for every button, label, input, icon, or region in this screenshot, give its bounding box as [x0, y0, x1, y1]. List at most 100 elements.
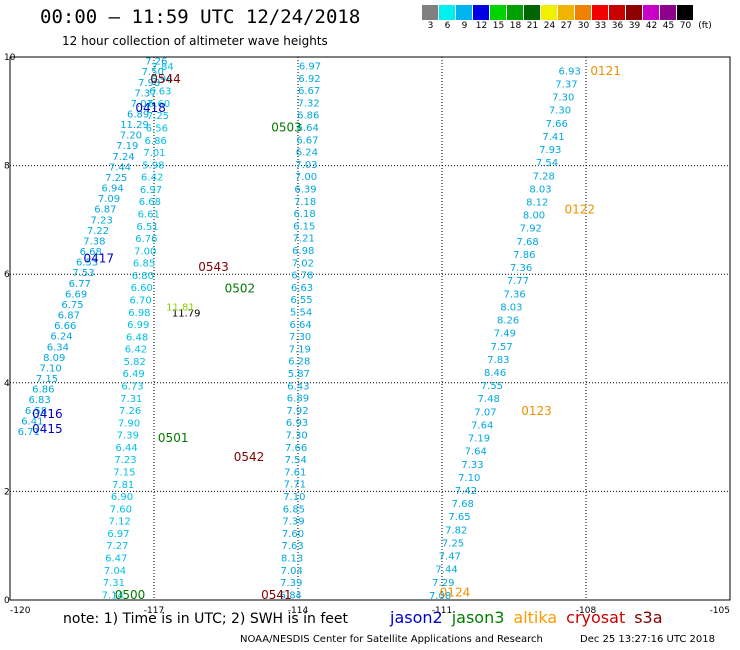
wave-height-value: 6.76 [135, 234, 157, 245]
wave-height-value: 7.37 [134, 88, 156, 99]
wave-height-value: 7.19 [289, 344, 311, 355]
scale-swatch-42 [643, 5, 660, 20]
map-grid [10, 57, 730, 600]
wave-height-value: 6.86 [297, 111, 319, 122]
wave-height-value: 7.04 [281, 566, 303, 577]
wave-height-value: 7.20 [120, 131, 142, 142]
wave-height-value: 6.64 [289, 320, 311, 331]
wave-height-value: 6.58 [25, 406, 47, 417]
wave-height-value: 6.28 [288, 357, 310, 368]
wave-height-value: 7.26 [145, 57, 167, 68]
wave-height-value: 6.24 [296, 148, 318, 159]
wave-height-value: 7.01 [143, 148, 165, 159]
wave-height-value: 7.19 [116, 141, 138, 152]
wave-height-value: 6.92 [298, 74, 320, 85]
wave-height-value: 6.97 [140, 185, 162, 196]
wave-height-value: 6.89 [287, 394, 309, 405]
wave-height-value: 7.36 [503, 289, 525, 300]
wave-height-value: 6.83 [29, 395, 51, 406]
wave-height-value: 7.93 [539, 145, 561, 156]
wave-height-value: 6.18 [294, 209, 316, 220]
wave-height-value: 6.98 [292, 246, 314, 257]
wave-height-value: 6.48 [126, 332, 148, 343]
pass-time-label: 0544 [150, 72, 181, 86]
lon-tick-label: -105 [710, 606, 730, 616]
wave-height-value: 8.03 [529, 184, 551, 195]
wave-height-value: 7.39 [117, 431, 139, 442]
wave-height-value: 7.07 [131, 99, 153, 110]
wave-height-value: 8.00 [523, 211, 545, 222]
pass-time-label: 0124 [440, 586, 471, 600]
lat-tick-label: 0 [4, 596, 10, 606]
wave-height-value: 8.03 [500, 302, 522, 313]
wave-height-value: 7.61 [284, 467, 306, 478]
wave-height-value: 6.64 [297, 123, 319, 134]
wave-height-value: 7.02 [292, 258, 314, 269]
scale-label-39: 39 [628, 21, 641, 31]
wave-height-value: 8.12 [526, 198, 548, 209]
wave-height-value: 8.13 [281, 553, 303, 564]
wave-height-value: 6.99 [127, 320, 149, 331]
wave-height-value: 7.82 [445, 525, 467, 536]
lat-tick-label: 2 [4, 487, 10, 497]
wave-height-value: 7.42 [455, 486, 477, 497]
wave-height-value: 7.86 [513, 250, 535, 261]
wave-height-value: 7.18 [294, 197, 316, 208]
pass-time-label: 0122 [564, 202, 595, 216]
wave-height-value: 7.71 [284, 480, 306, 491]
wave-height-value: 6.63 [149, 87, 171, 98]
wave-height-value: 7.48 [478, 394, 500, 405]
wave-height-value: 7.66 [546, 119, 568, 130]
wave-height-value: 6.90 [111, 492, 133, 503]
color-scale-swatches [422, 5, 716, 20]
color-scale-labels: 3 6 9 12 15 18 21 24 27 30 33 36 39 42 45 70 (ft) [422, 20, 716, 31]
wave-height-value: 7.25 [147, 111, 169, 122]
wave-height-value: 7.92 [286, 406, 308, 417]
wave-height-value: 6.61 [138, 209, 160, 220]
color-scale-legend: 3 6 9 12 15 18 21 24 27 30 33 36 39 42 45 70 (ft) [422, 5, 716, 31]
chart-title: 00:00 – 11:59 UTC 12/24/2018 [40, 6, 361, 28]
scale-label-15: 15 [492, 21, 505, 31]
wave-height-value: 7.64 [471, 420, 493, 431]
scale-swatch-18 [507, 5, 524, 20]
wave-height-value: 7.30 [289, 332, 311, 343]
wave-height-value: 8.26 [497, 316, 519, 327]
pass-time-label: 0503 [271, 120, 302, 134]
wave-height-value: 5.87 [288, 369, 310, 380]
pass-time-label: 0501 [158, 431, 189, 445]
wave-height-value: 7.15 [36, 374, 58, 385]
scale-label-9: 9 [461, 21, 468, 31]
wave-height-value: 6.44 [116, 443, 138, 454]
wave-height-value: 5.54 [290, 307, 312, 318]
wave-height-value: 6.84 [280, 590, 302, 601]
scale-label-42: 42 [645, 21, 658, 31]
wave-height-value: 7.10 [283, 492, 305, 503]
satellite-legend-jason3: jason3 [451, 608, 505, 627]
wave-height-value: 7.09 [98, 194, 120, 205]
pass-time-label: 0542 [234, 450, 265, 464]
wave-height-value: 6.70 [129, 295, 151, 306]
wave-height-value: 6.68 [139, 197, 161, 208]
wave-height-value: 7.07 [474, 407, 496, 418]
wave-height-value: 11.79 [172, 309, 201, 320]
wave-height-value: 6.53 [76, 258, 98, 269]
wave-height-value: 7.49 [494, 329, 516, 340]
wave-height-value: 7.28 [533, 171, 555, 182]
wave-height-value: 7.47 [439, 552, 461, 563]
wave-height-value: 7.39 [280, 578, 302, 589]
lat-tick-label: 10 [4, 53, 16, 63]
wave-height-value: 7.33 [461, 460, 483, 471]
lon-tick-label: -114 [288, 606, 309, 616]
wave-height-value: 7.63 [281, 541, 303, 552]
chart-subtitle: 12 hour collection of altimeter wave hei… [62, 34, 328, 48]
wave-height-value: 6.77 [69, 279, 91, 290]
scale-swatch-24 [541, 5, 558, 20]
wave-height-value: 6.60 [131, 283, 153, 294]
wave-height-value: 6.93 [286, 418, 308, 429]
wave-height-value: 7.92 [520, 224, 542, 235]
pass-time-label: 0123 [521, 404, 552, 418]
wave-height-value: 11.29 [120, 120, 149, 131]
wave-height-value: 7.60 [110, 504, 132, 515]
